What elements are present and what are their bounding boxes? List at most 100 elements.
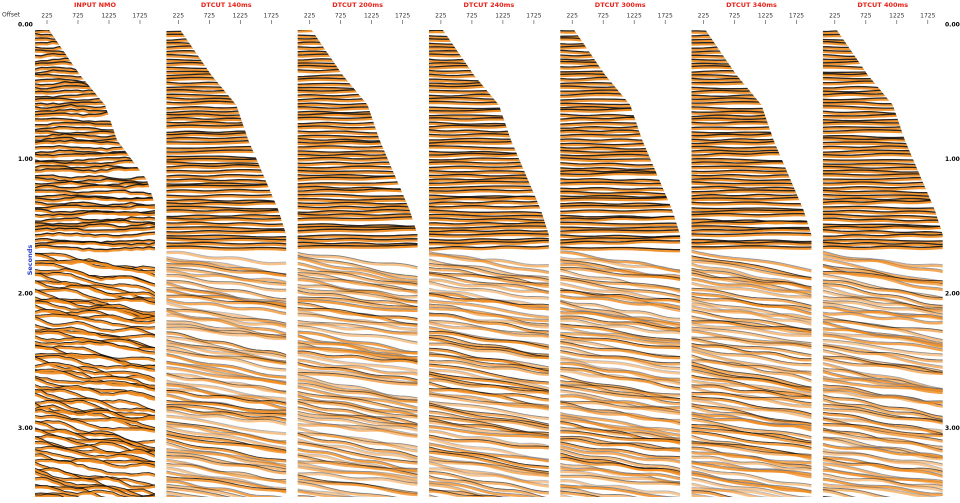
- reflector-trough: [691, 45, 812, 49]
- reflector-trough: [691, 315, 812, 333]
- reflector-trough: [691, 189, 812, 193]
- reflector-peak: [822, 458, 943, 475]
- reflector-trough: [297, 73, 418, 78]
- reflector-trough: [560, 355, 681, 373]
- reflector-peak: [428, 435, 549, 450]
- reflector-trough: [297, 432, 418, 458]
- reflector-trough: [691, 227, 812, 232]
- reflector-peak: [822, 320, 943, 334]
- reflector-peak: [297, 131, 418, 136]
- reflector-trough: [166, 479, 287, 497]
- reflector-peak: [35, 288, 155, 306]
- reflector-peak: [691, 75, 812, 80]
- reflector-trough: [35, 244, 155, 251]
- reflector-peak: [35, 301, 155, 320]
- reflector-peak: [560, 475, 681, 487]
- gather-panel: DTCUT 200ms 225 725 1225 1725: [297, 1, 418, 497]
- reflector-peak: [166, 38, 287, 43]
- reflector-peak: [297, 228, 418, 234]
- reflector-trough: [822, 299, 943, 315]
- offset-tick-label: 1225: [758, 13, 773, 20]
- reflector-trough: [822, 349, 943, 372]
- reflector-peak: [166, 353, 287, 379]
- reflector-trough: [35, 493, 155, 497]
- reflector-trough: [560, 366, 681, 389]
- reflector-peak: [297, 427, 418, 453]
- reflector-peak: [297, 489, 418, 497]
- reflector-trough: [822, 486, 943, 497]
- reflector-trough: [691, 326, 812, 344]
- reflector-trough: [166, 237, 287, 241]
- reflector-trough: [35, 375, 155, 390]
- reflector-peak: [691, 194, 812, 199]
- reflector-peak: [297, 202, 418, 207]
- reflector-trough: [428, 199, 549, 204]
- reflector-peak: [166, 238, 287, 243]
- reflector-trough: [822, 437, 943, 459]
- reflector-trough: [297, 225, 418, 228]
- reflector-trough: [691, 207, 812, 211]
- reflector-peak: [691, 360, 812, 375]
- reflector-peak: [297, 206, 418, 211]
- reflector-peak: [166, 210, 287, 214]
- reflector-trough: [822, 85, 943, 89]
- reflector-peak: [822, 194, 943, 200]
- reflector-peak: [560, 179, 681, 184]
- reflector-peak: [428, 476, 549, 497]
- reflector-trough: [297, 274, 418, 291]
- reflector-trough: [428, 213, 549, 217]
- reflector-trough: [691, 446, 812, 467]
- reflector-trough: [35, 368, 155, 386]
- reflector-trough: [560, 456, 681, 472]
- reflector-trough: [428, 49, 549, 53]
- time-tick-label: 2.00: [18, 291, 33, 298]
- reflector-trough: [560, 361, 681, 379]
- reflector-peak: [166, 251, 287, 266]
- reflector-trough: [428, 487, 549, 497]
- offset-tick-label: 725: [72, 13, 84, 20]
- reflector-trough: [297, 367, 418, 383]
- time-tick-label: 0.00: [18, 22, 33, 29]
- reflector-peak: [560, 139, 681, 144]
- reflector-trough: [691, 427, 812, 444]
- reflector-trough: [560, 34, 681, 37]
- reflector-peak: [428, 246, 549, 251]
- reflector-trough: [35, 180, 155, 187]
- gather-data: [428, 30, 549, 497]
- reflector-peak: [822, 170, 943, 175]
- reflector-trough: [166, 466, 287, 489]
- reflector-trough: [822, 361, 943, 389]
- reflector-trough: [297, 324, 418, 343]
- reflector-trough: [297, 227, 418, 232]
- reflector-peak: [560, 210, 681, 215]
- reflector-peak: [691, 338, 812, 358]
- reflector-trough: [297, 465, 418, 479]
- reflector-peak: [560, 457, 681, 475]
- reflector-peak: [560, 467, 681, 481]
- reflector-trough: [691, 346, 812, 365]
- panel-title: DTCUT 300ms: [595, 1, 646, 9]
- reflector-peak: [166, 308, 287, 326]
- reflector-trough: [35, 392, 155, 417]
- offset-tick-label: 1225: [495, 13, 510, 20]
- reflector-trough: [822, 416, 943, 431]
- reflector-trough: [428, 209, 549, 214]
- reflector-peak: [297, 288, 418, 304]
- reflector-trough: [166, 414, 287, 434]
- gather-data: [691, 30, 812, 497]
- reflector-trough: [297, 188, 418, 192]
- reflector-trough: [297, 460, 418, 469]
- reflector-trough: [560, 384, 681, 400]
- reflector-peak: [560, 191, 681, 197]
- offset-tick-label: 225: [829, 13, 841, 20]
- reflector-peak: [822, 210, 943, 216]
- reflector-trough: [297, 201, 418, 205]
- reflector-trough: [166, 263, 287, 275]
- reflector-peak: [560, 163, 681, 168]
- reflector-trough: [560, 369, 681, 384]
- reflector-trough: [297, 310, 418, 329]
- reflector-trough: [691, 368, 812, 388]
- reflector-peak: [428, 74, 549, 79]
- offset-tick-label: 225: [698, 13, 710, 20]
- reflector-trough: [166, 201, 287, 205]
